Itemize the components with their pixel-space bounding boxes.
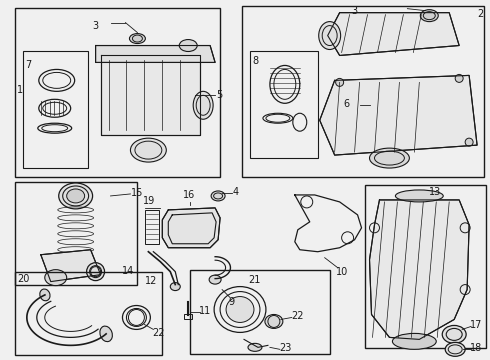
Ellipse shape — [369, 148, 409, 168]
Text: 22: 22 — [152, 328, 165, 338]
Text: 16: 16 — [183, 190, 196, 200]
Ellipse shape — [40, 289, 50, 301]
Ellipse shape — [336, 78, 343, 86]
Bar — [15, 182, 137, 285]
Bar — [146, 210, 159, 244]
Text: 3: 3 — [352, 6, 358, 16]
Ellipse shape — [171, 283, 180, 291]
Ellipse shape — [209, 275, 221, 284]
Text: 11: 11 — [199, 306, 211, 316]
Ellipse shape — [226, 297, 254, 323]
Ellipse shape — [59, 183, 93, 209]
Text: 23: 23 — [279, 343, 291, 354]
Text: 2: 2 — [477, 9, 483, 19]
Text: 14: 14 — [122, 266, 134, 276]
Text: 13: 13 — [429, 187, 441, 197]
Text: 1: 1 — [17, 85, 23, 95]
Ellipse shape — [445, 342, 465, 356]
Polygon shape — [96, 45, 215, 62]
Polygon shape — [41, 250, 100, 282]
Bar — [242, 6, 484, 177]
Text: 20: 20 — [17, 274, 29, 284]
Text: 10: 10 — [336, 267, 348, 277]
Text: 18: 18 — [470, 343, 482, 354]
Ellipse shape — [248, 343, 262, 351]
Text: 8: 8 — [252, 57, 258, 67]
Ellipse shape — [392, 333, 436, 349]
Ellipse shape — [87, 263, 104, 280]
Ellipse shape — [318, 22, 341, 50]
Text: 6: 6 — [343, 99, 350, 109]
Text: 5: 5 — [216, 90, 222, 100]
Ellipse shape — [193, 91, 213, 119]
Text: 7: 7 — [25, 60, 31, 71]
Bar — [23, 50, 88, 168]
Ellipse shape — [395, 190, 443, 202]
Ellipse shape — [420, 10, 438, 22]
Ellipse shape — [465, 138, 473, 146]
Text: 4: 4 — [233, 187, 239, 197]
Ellipse shape — [442, 325, 466, 343]
Text: 17: 17 — [470, 320, 483, 330]
Ellipse shape — [129, 33, 146, 44]
Ellipse shape — [455, 75, 463, 82]
Bar — [15, 8, 220, 177]
Text: 19: 19 — [144, 196, 156, 206]
Ellipse shape — [211, 191, 225, 201]
Text: 22: 22 — [291, 311, 303, 321]
Ellipse shape — [179, 40, 197, 51]
Text: 9: 9 — [228, 297, 234, 307]
Bar — [365, 185, 486, 348]
Ellipse shape — [67, 189, 85, 203]
Polygon shape — [369, 200, 469, 339]
Polygon shape — [328, 13, 459, 55]
Ellipse shape — [100, 326, 112, 342]
Bar — [250, 50, 318, 158]
Polygon shape — [162, 208, 220, 248]
Text: 15: 15 — [131, 188, 144, 198]
Ellipse shape — [45, 270, 67, 285]
Polygon shape — [319, 75, 477, 155]
Ellipse shape — [265, 315, 283, 328]
Text: 3: 3 — [93, 21, 98, 31]
Text: 21: 21 — [248, 275, 260, 285]
Bar — [184, 315, 192, 319]
Text: 12: 12 — [146, 276, 158, 285]
Bar — [15, 272, 162, 355]
Ellipse shape — [130, 138, 166, 162]
Polygon shape — [100, 55, 200, 135]
Bar — [190, 270, 330, 354]
